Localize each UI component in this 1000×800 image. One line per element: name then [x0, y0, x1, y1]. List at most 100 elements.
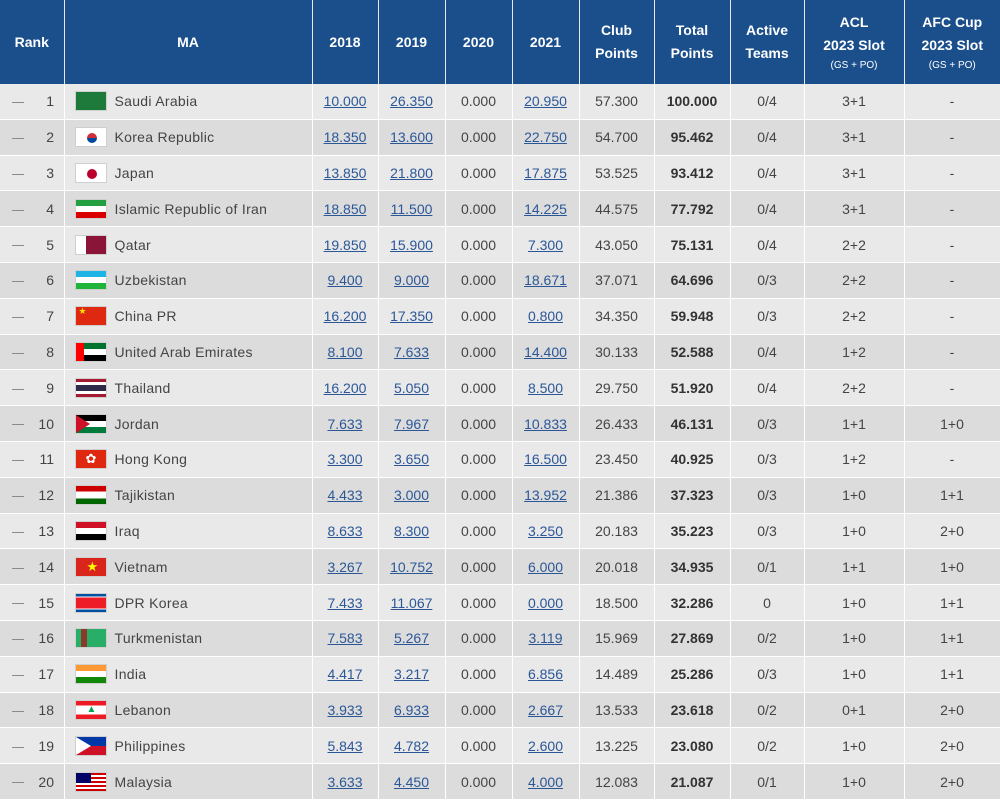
header-rank[interactable]: Rank	[0, 0, 64, 84]
afc-slot-cell: -	[904, 298, 1000, 334]
ma-cell: Thailand	[64, 370, 312, 406]
points-2018-link[interactable]: 10.000	[324, 93, 367, 109]
ma-cell: Qatar	[64, 227, 312, 263]
points-2018-link[interactable]: 8.633	[327, 523, 362, 539]
points-2019-link[interactable]: 3.650	[394, 451, 429, 467]
points-2018-link[interactable]: 3.633	[327, 774, 362, 790]
points-2019-link[interactable]: 26.350	[390, 93, 433, 109]
points-2021-link[interactable]: 10.833	[524, 416, 567, 432]
points-2018-link[interactable]: 4.433	[327, 487, 362, 503]
active-teams-cell: 0	[730, 585, 804, 621]
rank-number: 20	[24, 774, 54, 790]
rank-change-dash-icon	[12, 245, 24, 246]
points-2021-link[interactable]: 20.950	[524, 93, 567, 109]
points-2019-link[interactable]: 3.000	[394, 487, 429, 503]
hong-kong-flag-icon	[75, 449, 107, 469]
points-2021-link[interactable]: 6.000	[528, 559, 563, 575]
points-2018-link[interactable]: 5.843	[327, 738, 362, 754]
points-2018-link[interactable]: 3.933	[327, 702, 362, 718]
points-2018-link[interactable]: 3.267	[327, 559, 362, 575]
active-teams-cell: 0/3	[730, 477, 804, 513]
points-2018-link[interactable]: 7.583	[327, 630, 362, 646]
points-2019-link[interactable]: 15.900	[390, 237, 433, 253]
points-2019-link[interactable]: 11.500	[391, 201, 433, 217]
points-2019-link[interactable]: 7.633	[394, 344, 429, 360]
points-2021-link[interactable]: 18.671	[524, 272, 567, 288]
points-2021-link[interactable]: 2.600	[528, 738, 563, 754]
points-2019-link[interactable]: 9.000	[394, 272, 429, 288]
points-2019-link[interactable]: 11.067	[391, 595, 433, 611]
points-2018-link[interactable]: 13.850	[324, 165, 367, 181]
rank-number: 8	[24, 344, 54, 360]
points-2021-link[interactable]: 14.400	[524, 344, 567, 360]
points-2019-link[interactable]: 3.217	[394, 666, 429, 682]
afc-slot-cell: 1+1	[904, 477, 1000, 513]
points-2021-link[interactable]: 3.250	[528, 523, 563, 539]
points-2020-cell: 0.000	[445, 656, 512, 692]
points-2019-link[interactable]: 21.800	[390, 165, 433, 181]
points-2021-link[interactable]: 3.119	[529, 630, 563, 646]
points-2021-link[interactable]: 22.750	[524, 129, 567, 145]
points-2018-cell: 8.100	[312, 334, 378, 370]
points-2019-link[interactable]: 7.967	[394, 416, 429, 432]
ma-cell: Philippines	[64, 728, 312, 764]
active-teams-cell: 0/4	[730, 334, 804, 370]
points-2018-link[interactable]: 18.350	[324, 129, 367, 145]
points-2021-link[interactable]: 2.667	[528, 702, 563, 718]
points-2020-cell: 0.000	[445, 549, 512, 585]
points-2021-link[interactable]: 13.952	[524, 487, 567, 503]
points-2019-link[interactable]: 5.050	[394, 380, 429, 396]
afc-slot-cell: 2+0	[904, 728, 1000, 764]
points-2021-link[interactable]: 0.000	[528, 595, 563, 611]
points-2019-link[interactable]: 5.267	[394, 630, 429, 646]
points-2018-link[interactable]: 19.850	[324, 237, 367, 253]
points-2021-link[interactable]: 8.500	[528, 380, 563, 396]
points-2018-link[interactable]: 8.100	[327, 344, 362, 360]
points-2018-link[interactable]: 4.417	[327, 666, 362, 682]
header-2018[interactable]: 2018	[312, 0, 378, 84]
points-2019-link[interactable]: 6.933	[394, 702, 429, 718]
afc-slot-cell: -	[904, 84, 1000, 119]
header-ma[interactable]: MA	[64, 0, 312, 84]
points-2020-cell: 0.000	[445, 119, 512, 155]
points-2021-link[interactable]: 7.300	[528, 237, 563, 253]
points-2021-link[interactable]: 4.000	[528, 774, 563, 790]
points-2019-cell: 5.267	[378, 620, 445, 656]
points-2018-link[interactable]: 16.200	[324, 380, 367, 396]
ma-cell: Hong Kong	[64, 441, 312, 477]
acl-slot-cell: 2+2	[804, 262, 904, 298]
country-name: Qatar	[115, 237, 152, 253]
points-2021-link[interactable]: 16.500	[524, 451, 567, 467]
points-2018-link[interactable]: 7.633	[327, 416, 362, 432]
points-2019-link[interactable]: 4.450	[394, 774, 429, 790]
points-2019-link[interactable]: 10.752	[390, 559, 433, 575]
header-2019[interactable]: 2019	[378, 0, 445, 84]
active-teams-cell: 0/3	[730, 262, 804, 298]
points-2019-link[interactable]: 17.350	[390, 308, 433, 324]
points-2020-cell: 0.000	[445, 298, 512, 334]
points-2021-link[interactable]: 6.856	[528, 666, 563, 682]
points-2019-link[interactable]: 13.600	[390, 129, 433, 145]
points-2020-cell: 0.000	[445, 155, 512, 191]
rank-number: 4	[24, 201, 54, 217]
points-2019-link[interactable]: 4.782	[394, 738, 429, 754]
points-2018-link[interactable]: 16.200	[324, 308, 367, 324]
acl-slot-cell: 3+1	[804, 119, 904, 155]
points-2021-link[interactable]: 14.225	[524, 201, 567, 217]
points-2018-link[interactable]: 3.300	[327, 451, 362, 467]
points-2018-link[interactable]: 7.433	[327, 595, 362, 611]
header-2021[interactable]: 2021	[512, 0, 579, 84]
points-2018-link[interactable]: 9.400	[327, 272, 362, 288]
points-2019-cell: 8.300	[378, 513, 445, 549]
header-2020[interactable]: 2020	[445, 0, 512, 84]
points-2021-link[interactable]: 17.875	[524, 165, 567, 181]
points-2021-link[interactable]: 0.800	[528, 308, 563, 324]
points-2018-link[interactable]: 18.850	[324, 201, 367, 217]
points-2019-link[interactable]: 8.300	[394, 523, 429, 539]
